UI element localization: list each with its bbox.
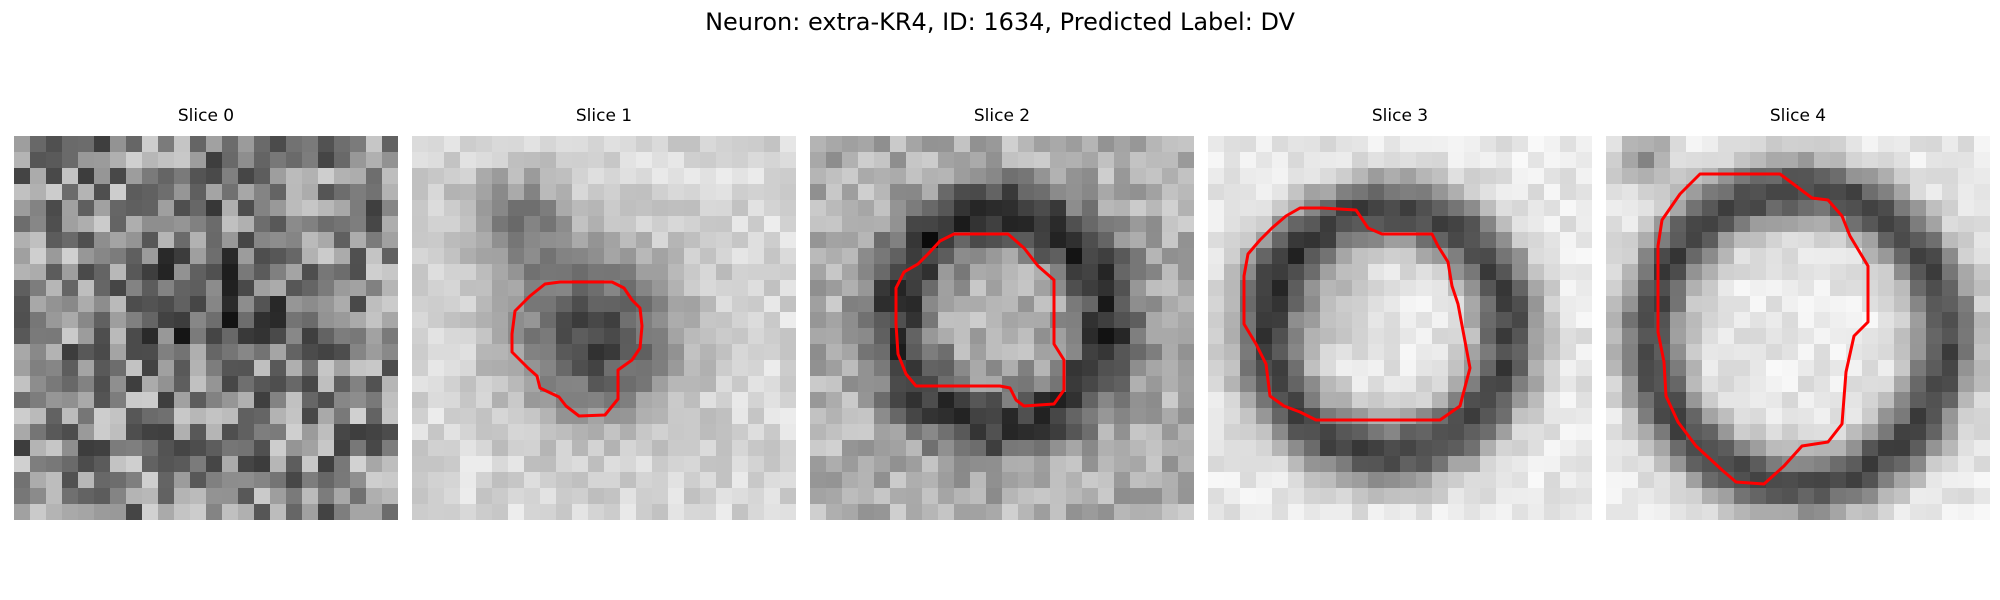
slice-title-0: Slice 0 [177,106,235,126]
slice-pixels-0 [14,136,398,520]
slice-image-2 [810,136,1194,520]
slice-title-2: Slice 2 [973,106,1031,126]
slice-title-1: Slice 1 [575,106,633,126]
slice-title-3: Slice 3 [1371,106,1429,126]
slice-panel-4: Slice 4 [1606,104,1990,520]
slice-panel-0: Slice 0 [14,104,398,520]
figure-title: Neuron: extra-KR4, ID: 1634, Predicted L… [705,8,1295,36]
slice-pixels-2 [810,136,1194,520]
segmentation-contour-2 [894,232,1066,408]
segmentation-contour-1 [510,280,644,418]
slice-title-4: Slice 4 [1769,106,1827,126]
slice-pixels-4 [1606,136,1990,520]
slice-image-0 [14,136,398,520]
slice-image-3 [1208,136,1592,520]
slice-image-1 [412,136,796,520]
slice-pixels-3 [1208,136,1592,520]
slice-image-4 [1606,136,1990,520]
segmentation-contour-4 [1656,172,1870,486]
slice-panel-1: Slice 1 [412,104,796,520]
segmentation-contour-3 [1242,206,1472,422]
slice-panel-2: Slice 2 [810,104,1194,520]
slice-pixels-1 [412,136,796,520]
slice-panel-3: Slice 3 [1208,104,1592,520]
